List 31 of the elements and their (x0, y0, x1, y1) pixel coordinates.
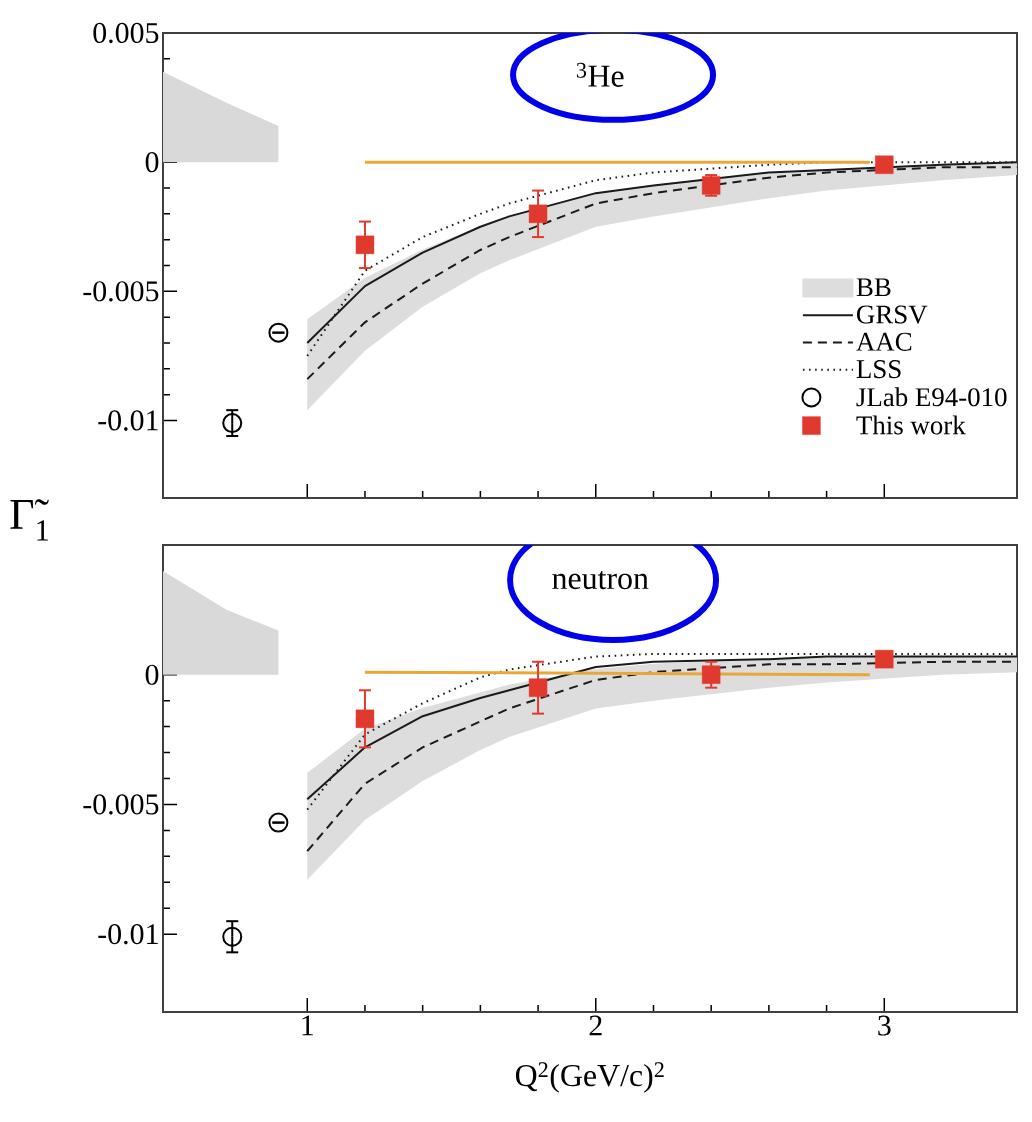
y-tick-label: 0 (145, 152, 159, 173)
y-axis-title: Γ̃$_{1}$ (10, 499, 49, 541)
legend-label: JLab E94-010 (856, 387, 1007, 407)
point (701, 665, 721, 684)
y-tick-label: 0.005 (93, 22, 159, 44)
point (355, 235, 375, 255)
point (222, 926, 243, 947)
annotation: neutron (552, 570, 649, 590)
point (268, 322, 289, 343)
point (268, 812, 289, 833)
y-tick-label: -0.01 (98, 924, 158, 945)
y-tick-label: 0 (145, 664, 159, 685)
point (222, 413, 243, 434)
legend-label: BB (856, 278, 891, 297)
x-tick-label: 3 (878, 1015, 891, 1036)
point (528, 204, 548, 224)
point (528, 678, 548, 697)
legend-label: AAC (856, 332, 912, 351)
x-tick-label: 2 (589, 1015, 602, 1036)
annotation: $^{3}$He (576, 62, 624, 87)
x-axis-title: Q$^{2}$(GeV/c)$^{2}$ (515, 1062, 664, 1093)
point (875, 649, 894, 669)
x-tick-label: 1 (302, 1015, 313, 1036)
y-tick-label: -0.01 (98, 410, 158, 431)
legend-label: GRSV (857, 305, 928, 324)
point (875, 155, 894, 174)
y-tick-label: -0.005 (83, 281, 159, 302)
legend-label: This work (856, 415, 966, 435)
point (355, 709, 375, 729)
y-tick-label: -0.005 (83, 794, 159, 815)
legend-label: LSS (856, 360, 901, 379)
